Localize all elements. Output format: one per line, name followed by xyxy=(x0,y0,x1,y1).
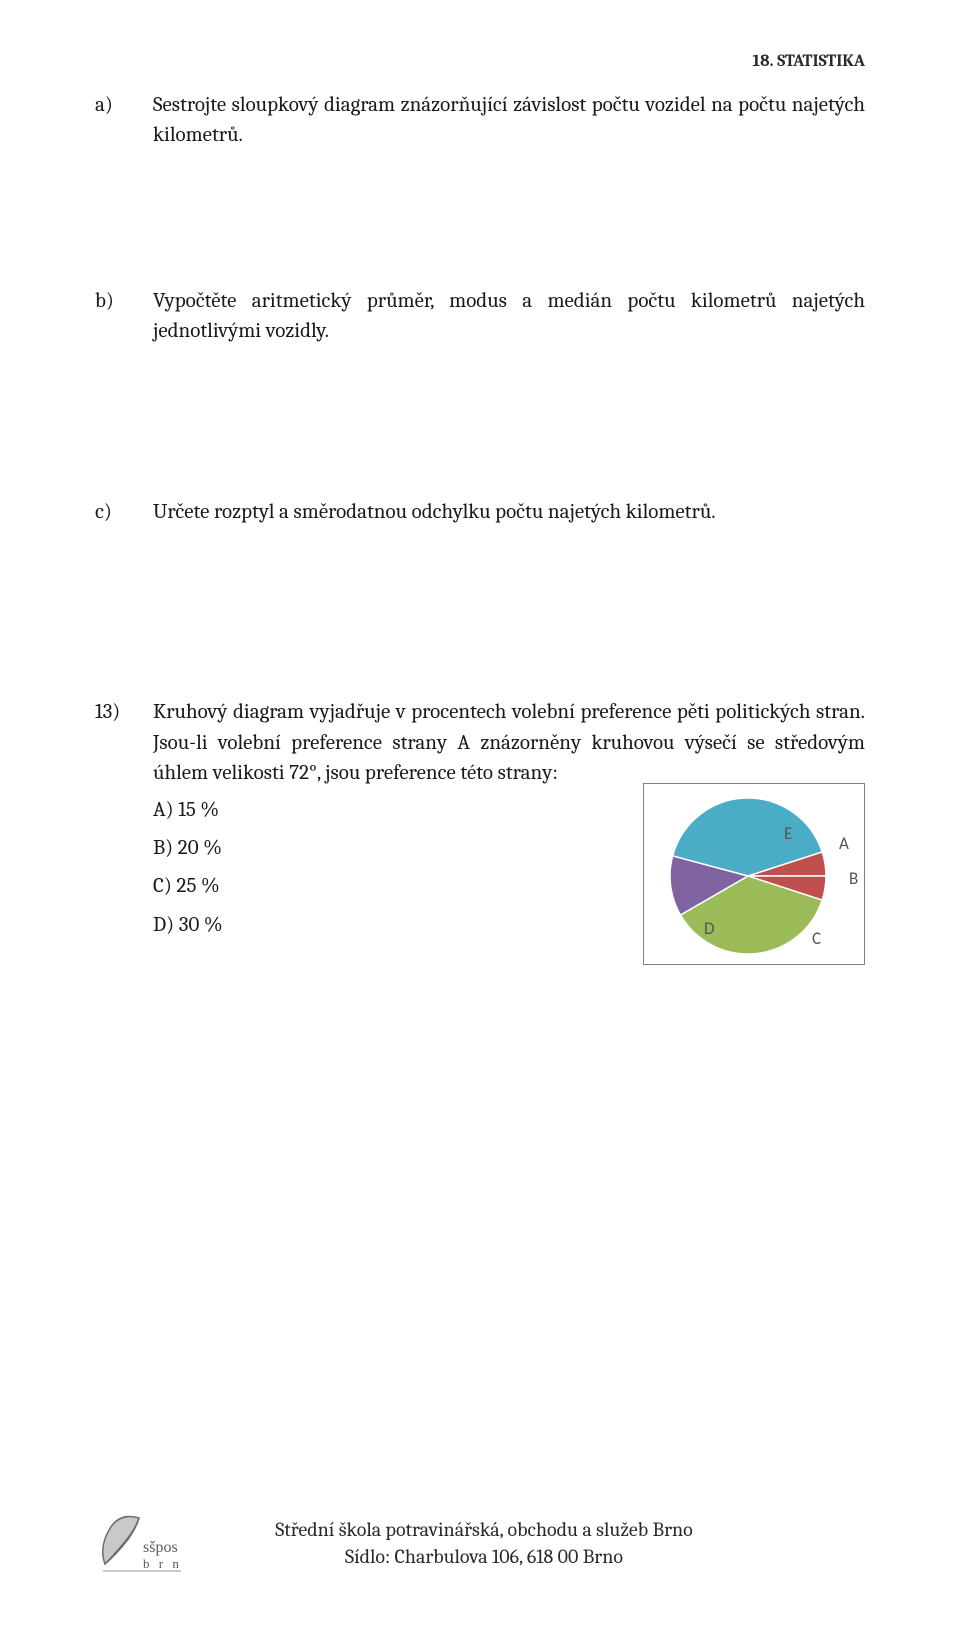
question-13: 13) Kruhový diagram vyjadřuje v procente… xyxy=(95,697,865,964)
page: 18. STATISTIKA a) Sestrojte sloupkový di… xyxy=(0,0,960,1638)
pie-label-b: B xyxy=(849,868,858,889)
footer-line-2: Sídlo: Charbulova 106, 618 00 Brno xyxy=(203,1543,765,1570)
task-c-label: c) xyxy=(95,497,153,527)
pie-label-e: E xyxy=(784,823,792,844)
task-c: c) Určete rozptyl a směrodatnou odchylku… xyxy=(95,497,865,527)
task-c-text: Určete rozptyl a směrodatnou odchylku po… xyxy=(153,497,865,527)
option-c: C) 25 % xyxy=(153,871,623,901)
school-logo-icon: sšpos b r n o xyxy=(95,1508,185,1578)
option-d: D) 30 % xyxy=(153,910,623,940)
option-b: B) 20 % xyxy=(153,833,623,863)
pie-label-c: C xyxy=(812,928,821,949)
option-a: A) 15 % xyxy=(153,795,623,825)
task-b-label: b) xyxy=(95,286,153,347)
logo-text-2: b r n o xyxy=(143,1556,185,1571)
footer: sšpos b r n o Střední škola potravinářsk… xyxy=(95,1508,865,1578)
task-a: a) Sestrojte sloupkový diagram znázorňuj… xyxy=(95,90,865,151)
question-13-text: Kruhový diagram vyjadřuje v procentech v… xyxy=(153,697,865,788)
pie-label-a: A xyxy=(839,833,849,854)
footer-line-1: Střední škola potravinářská, obchodu a s… xyxy=(203,1516,765,1543)
answer-options: A) 15 % B) 20 % C) 25 % D) 30 % xyxy=(153,791,623,949)
logo-text-1: sšpos xyxy=(143,1539,178,1556)
task-b-text: Vypočtěte aritmetický průměr, modus a me… xyxy=(153,286,865,347)
pie-chart: AB C D E xyxy=(643,783,865,965)
task-a-text: Sestrojte sloupkový diagram znázorňující… xyxy=(153,90,865,151)
question-13-label: 13) xyxy=(95,697,153,964)
header-chapter: 18. STATISTIKA xyxy=(752,52,865,71)
task-a-label: a) xyxy=(95,90,153,151)
task-b: b) Vypočtěte aritmetický průměr, modus a… xyxy=(95,286,865,347)
pie-label-d: D xyxy=(704,918,714,939)
